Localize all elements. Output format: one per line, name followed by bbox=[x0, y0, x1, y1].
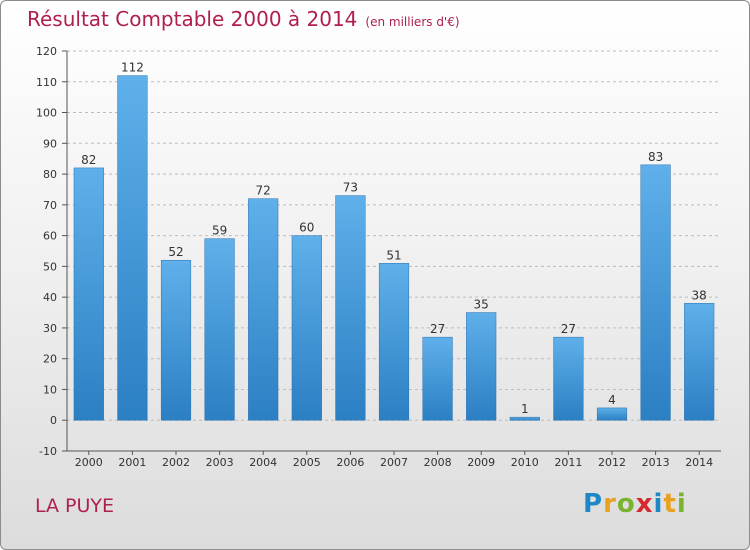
chart-subtitle: (en milliers d'€) bbox=[365, 15, 460, 29]
bar-2000 bbox=[73, 167, 104, 421]
data-label: 35 bbox=[474, 298, 489, 312]
x-tick-label: 2010 bbox=[511, 456, 539, 469]
commune-name: LA PUYE bbox=[35, 495, 115, 517]
data-label: 72 bbox=[256, 184, 271, 198]
bar-2010 bbox=[509, 416, 540, 421]
y-tick-label: 60 bbox=[43, 230, 57, 243]
bar-2008 bbox=[422, 336, 453, 421]
x-tick-label: 2011 bbox=[554, 456, 582, 469]
x-tick-label: 2008 bbox=[424, 456, 452, 469]
y-tick-label: 110 bbox=[36, 76, 57, 89]
axes: -10 0 10 20 30 40 50 60 70 80 90 100 110 120 2000 2001 2… bbox=[36, 45, 721, 469]
y-tick-label: 50 bbox=[43, 260, 57, 273]
data-label: 83 bbox=[648, 150, 663, 164]
x-tick-label: 2012 bbox=[598, 456, 626, 469]
bars bbox=[73, 75, 715, 421]
x-tick-label: 2004 bbox=[249, 456, 277, 469]
x-tick-label: 2001 bbox=[118, 456, 146, 469]
bar-2007 bbox=[378, 263, 410, 421]
data-label: 59 bbox=[212, 224, 227, 238]
chart-title-text: Résultat Comptable 2000 à 2014 bbox=[27, 7, 358, 31]
data-label: 1 bbox=[521, 402, 529, 416]
bar-2012 bbox=[596, 407, 628, 421]
bar-2011 bbox=[553, 336, 584, 421]
x-tick-label: 2013 bbox=[642, 456, 670, 469]
y-tick-label: 20 bbox=[43, 353, 57, 366]
x-tick-label: 2009 bbox=[467, 456, 495, 469]
data-label: 73 bbox=[343, 181, 358, 195]
bar-2013 bbox=[640, 164, 671, 421]
x-tick-label: 2006 bbox=[336, 456, 364, 469]
proxiti-logo[interactable]: Proxiti bbox=[583, 489, 687, 519]
x-tick-label: 2000 bbox=[75, 456, 103, 469]
data-label: 60 bbox=[299, 221, 314, 235]
y-tick-label: 80 bbox=[43, 168, 57, 181]
data-label: 27 bbox=[430, 322, 445, 336]
y-tick-label: 90 bbox=[43, 137, 57, 150]
x-tick-label: 2003 bbox=[206, 456, 234, 469]
data-label: 52 bbox=[168, 245, 183, 259]
bar-2014 bbox=[684, 303, 715, 421]
x-tick-label: 2005 bbox=[293, 456, 321, 469]
bar-2005 bbox=[291, 235, 322, 421]
y-tick-label: 0 bbox=[50, 414, 57, 427]
bar-2009 bbox=[466, 312, 497, 421]
x-tick-label: 2007 bbox=[380, 456, 408, 469]
bar-2003 bbox=[204, 238, 235, 421]
y-tick-label: 40 bbox=[43, 291, 57, 304]
x-tick-label: 2014 bbox=[685, 456, 713, 469]
y-tick-label: 100 bbox=[36, 107, 57, 120]
data-label: 38 bbox=[692, 288, 707, 302]
bar-2006 bbox=[335, 195, 366, 421]
data-label: 51 bbox=[386, 248, 401, 262]
y-tick-label: 30 bbox=[43, 322, 57, 335]
data-label: 112 bbox=[121, 61, 144, 75]
y-tick-label: -10 bbox=[39, 445, 57, 458]
chart-title: Résultat Comptable 2000 à 2014 (en millie… bbox=[27, 7, 460, 31]
y-tick-label: 120 bbox=[36, 45, 57, 58]
data-label: 82 bbox=[81, 153, 96, 167]
y-tick-label: 70 bbox=[43, 199, 57, 212]
bar-2004 bbox=[248, 198, 279, 421]
data-label: 27 bbox=[561, 322, 576, 336]
data-label: 4 bbox=[608, 393, 616, 407]
bar-2001 bbox=[117, 75, 148, 421]
y-tick-label: 10 bbox=[43, 383, 57, 396]
data-labels: 82 112 52 59 72 60 73 51 27 35 1 27 4 83 38 bbox=[81, 61, 707, 417]
x-tick-label: 2002 bbox=[162, 456, 190, 469]
bar-2002 bbox=[160, 259, 192, 421]
